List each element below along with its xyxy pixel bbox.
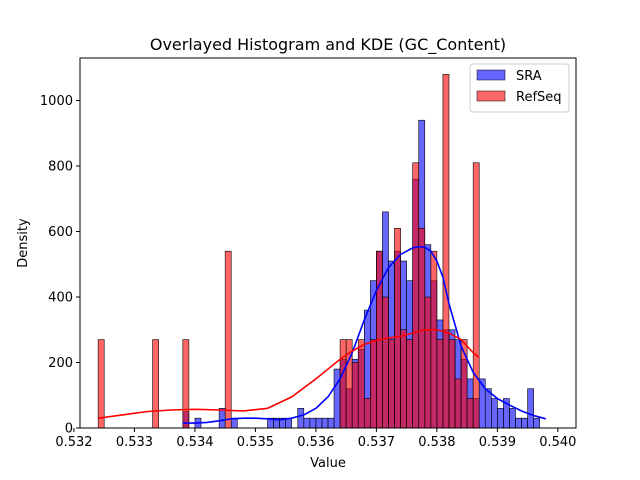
refseq-bar bbox=[418, 227, 426, 429]
sra-bar bbox=[230, 417, 238, 429]
refseq-bar bbox=[466, 398, 474, 429]
x-tick-label: 0.537 bbox=[358, 435, 395, 450]
refseq-bar bbox=[97, 339, 105, 429]
sra-bar bbox=[484, 388, 492, 429]
y-tick-label: 600 bbox=[48, 225, 73, 240]
sra-bar bbox=[515, 417, 522, 429]
x-tick-label: 0.534 bbox=[176, 435, 213, 450]
sra-bar bbox=[327, 417, 335, 429]
refseq-bar bbox=[412, 162, 420, 429]
refseq-bar bbox=[472, 162, 480, 429]
refseq-bar bbox=[436, 339, 444, 429]
refseq-kde-line bbox=[98, 328, 480, 419]
refseq-bar bbox=[400, 329, 407, 429]
x-axis-label: Value bbox=[310, 456, 346, 471]
x-tick-label: 0.536 bbox=[297, 435, 334, 450]
x-tick-label: 0.538 bbox=[418, 435, 455, 450]
x-tick-label: 0.533 bbox=[116, 435, 153, 450]
refseq-bar bbox=[224, 250, 232, 429]
sra-bar bbox=[321, 417, 329, 429]
y-tick-label: 200 bbox=[48, 356, 73, 371]
refseq-bar bbox=[382, 296, 389, 429]
refseq-bar bbox=[454, 378, 462, 429]
plot-area-frame bbox=[79, 57, 577, 429]
sra-kde-line bbox=[182, 245, 546, 424]
refseq-bar bbox=[388, 339, 395, 429]
y-tick-label: 800 bbox=[48, 160, 73, 175]
sra-bar bbox=[497, 408, 504, 429]
y-tick-label: 0 bbox=[65, 422, 73, 437]
y-tick-label: 1000 bbox=[40, 94, 73, 109]
refseq-bar bbox=[442, 74, 450, 429]
refseq-bar bbox=[430, 250, 438, 429]
sra-bar bbox=[309, 417, 317, 429]
y-axis-label: Density bbox=[16, 218, 31, 268]
sra-bar bbox=[303, 417, 311, 429]
refseq-bar bbox=[357, 339, 365, 429]
refseq-bar bbox=[424, 296, 432, 429]
legend-sra-label: SRA bbox=[516, 69, 542, 84]
x-axis-ticks: 0.532 0.533 0.534 0.535 0.536 0.537 0.538 0.539… bbox=[55, 428, 576, 450]
chart-title: Overlayed Histogram and KDE (GC_Content) bbox=[150, 35, 506, 55]
sra-bar bbox=[533, 417, 541, 429]
refseq-bar bbox=[448, 339, 456, 429]
sra-bar bbox=[509, 408, 516, 429]
refseq-bar bbox=[370, 339, 377, 429]
refseq-bar bbox=[182, 339, 190, 429]
sra-bar bbox=[218, 408, 226, 429]
legend-refseq-label: RefSeq bbox=[516, 90, 562, 105]
x-tick-label: 0.539 bbox=[479, 435, 516, 450]
refseq-bar bbox=[339, 339, 347, 429]
sra-bar bbox=[527, 388, 534, 429]
kde-curves bbox=[98, 245, 546, 424]
x-tick-label: 0.535 bbox=[237, 435, 274, 450]
x-tick-label: 0.540 bbox=[539, 435, 576, 450]
sra-bar bbox=[491, 398, 498, 429]
refseq-bar bbox=[363, 398, 371, 429]
y-axis-ticks: 0 200 400 600 800 1000 bbox=[40, 94, 80, 437]
y-tick-label: 400 bbox=[48, 291, 73, 306]
refseq-bar bbox=[351, 362, 359, 429]
legend-sra-swatch bbox=[476, 69, 506, 81]
legend-refseq-swatch bbox=[476, 90, 506, 102]
legend: SRA RefSeq bbox=[469, 63, 570, 113]
sra-bar bbox=[297, 408, 305, 429]
sra-bar bbox=[315, 417, 323, 429]
refseq-bar bbox=[152, 339, 159, 429]
sra-bar bbox=[333, 368, 341, 429]
sra-bar bbox=[521, 417, 528, 429]
refseq-bar bbox=[406, 339, 413, 429]
x-tick-label: 0.532 bbox=[55, 435, 92, 450]
